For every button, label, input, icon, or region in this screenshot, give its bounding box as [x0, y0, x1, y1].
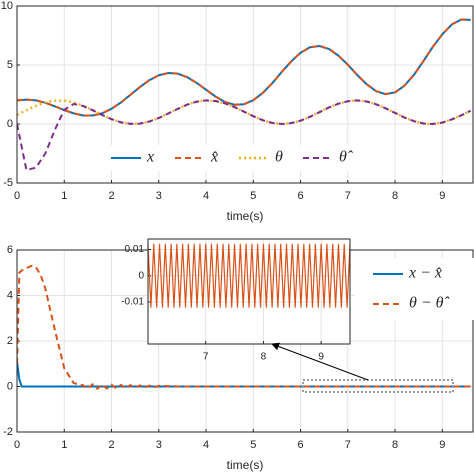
x-tick-label: 1	[61, 190, 67, 202]
axes-box	[16, 5, 474, 184]
x-tick-label: 3	[156, 190, 162, 202]
y-tick-label: -0.01	[121, 297, 144, 308]
y-tick-label: 4	[7, 289, 13, 301]
x-axis-label: time(s)	[227, 209, 264, 223]
x-tick-label: 4	[203, 439, 209, 451]
y-tick-label: 0	[138, 270, 144, 281]
legend: x − x̂ θ − θ̂	[355, 258, 474, 320]
y-tick-label: 2	[7, 335, 13, 347]
zoom-box	[302, 379, 454, 393]
x-tick-label: 0	[14, 439, 20, 451]
x-tick-label: 3	[156, 439, 162, 451]
legend-label: x̂	[210, 149, 218, 166]
x-tick-label: 8	[392, 439, 398, 451]
x-tick-label: 2	[108, 439, 114, 451]
y-tick-label: 10	[1, 0, 13, 12]
legend-label: x	[146, 149, 154, 166]
x-tick-label: 8	[392, 190, 398, 202]
legend-box	[105, 145, 361, 171]
y-tick-label: -5	[3, 177, 13, 189]
x-tick-label: 0	[14, 190, 20, 202]
data-line	[17, 264, 471, 390]
x-tick-label: 2	[108, 190, 114, 202]
y-tick-label: 5	[7, 59, 13, 71]
data-line	[17, 99, 472, 172]
zoom-arrow	[271, 342, 369, 381]
legend-label: θ − θ̂	[409, 295, 450, 312]
y-tick-label: 0	[7, 118, 13, 130]
x-tick-label: 9	[318, 352, 324, 363]
series-group	[17, 18, 472, 172]
x-tick-label: 4	[203, 190, 209, 202]
x-tick-label: 9	[439, 190, 445, 202]
x-tick-label: 1	[61, 439, 67, 451]
legend-box	[355, 258, 474, 320]
plot-area	[148, 239, 350, 344]
data-line	[148, 243, 350, 308]
x-tick-label: 6	[297, 190, 303, 202]
y-tick-label: 6	[7, 244, 13, 256]
y-tick-label: -2	[3, 426, 13, 438]
legend-label: x − x̂	[408, 265, 442, 282]
series-group	[148, 243, 350, 308]
y-tick-label: 0	[7, 380, 13, 392]
legend-label: θ	[275, 149, 283, 166]
x-tick-label: 5	[250, 439, 256, 451]
data-line	[17, 18, 471, 117]
x-tick-label: 7	[345, 190, 351, 202]
legend: x x̂ θ θ̂	[105, 145, 361, 171]
axes-box	[147, 238, 351, 345]
x-tick-label: 7	[203, 352, 209, 363]
x-tick-label: 5	[250, 190, 256, 202]
y-tick-label: 0.01	[125, 244, 145, 255]
x-tick-label: 9	[439, 439, 445, 451]
x-axis-label: time(s)	[227, 458, 264, 472]
x-tick-label: 8	[261, 352, 267, 363]
x-tick-label: 6	[297, 439, 303, 451]
axes: 7 8 9 0.01 0 -0.01	[121, 238, 351, 363]
series-group	[17, 264, 471, 390]
x-tick-label: 7	[345, 439, 351, 451]
